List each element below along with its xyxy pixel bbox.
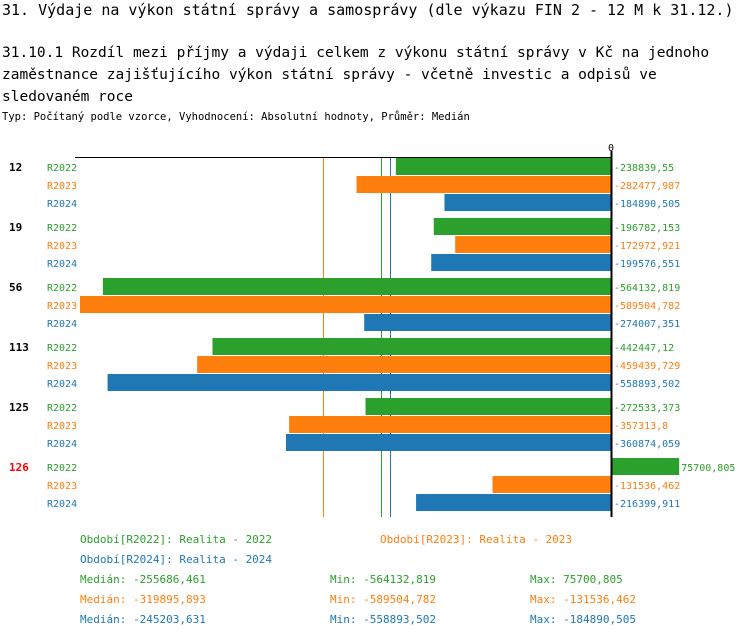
value-label: -274007,351 — [614, 319, 680, 330]
series-label: R2023 — [47, 181, 77, 192]
series-label: R2024 — [47, 499, 77, 510]
series-label: R2024 — [47, 199, 77, 210]
series-label: R2022 — [47, 403, 77, 414]
value-label: -442447,12 — [614, 343, 674, 354]
series-label: R2023 — [47, 481, 77, 492]
chart-subtitle: 31.10.1 Rozdíl mezi příjmy a výdaji celk… — [2, 45, 710, 105]
bar-r2023 — [80, 296, 611, 313]
stat-median-r2022: Medián: -255686,461 — [80, 573, 206, 586]
bar-r2024 — [364, 314, 611, 331]
chart-type-line: Typ: Počítaný podle vzorce, Vyhodnocení:… — [2, 111, 470, 123]
bar-r2024 — [431, 254, 611, 271]
value-label: -282477,987 — [614, 181, 680, 192]
series-label: R2022 — [47, 463, 77, 474]
value-label: -459439,729 — [614, 361, 680, 372]
series-label: R2022 — [47, 343, 77, 354]
legend-period-r2023: Období[R2023]: Realita - 2023 — [380, 533, 573, 546]
stat-min-r2024: Min: -558893,502 — [330, 613, 436, 626]
value-label: -216399,911 — [614, 499, 680, 510]
bar-r2022 — [365, 398, 611, 415]
category-label: 125 — [9, 401, 29, 414]
stat-max-r2022: Max: 75700,805 — [530, 573, 623, 586]
bar-r2022 — [433, 218, 611, 235]
bar-r2023 — [492, 476, 611, 493]
category-label: 56 — [9, 281, 23, 294]
series-label: R2023 — [47, 421, 77, 432]
bar-r2022 — [102, 278, 612, 295]
stat-median-r2024: Medián: -245203,631 — [80, 613, 206, 626]
zero-tick-label: 0 — [608, 143, 614, 154]
series-label: R2024 — [47, 379, 77, 390]
value-label: -558893,502 — [614, 379, 680, 390]
category-label: 19 — [9, 221, 22, 234]
bar-r2022 — [395, 158, 611, 175]
bar-r2024 — [107, 374, 611, 391]
series-label: R2024 — [47, 319, 77, 330]
bar-r2023 — [356, 176, 611, 193]
value-label: -199576,551 — [614, 259, 680, 270]
series-label: R2024 — [47, 439, 77, 450]
series-label: R2022 — [47, 163, 77, 174]
value-label: -196782,153 — [614, 223, 680, 234]
category-label: 113 — [9, 341, 29, 354]
page-title: 31. Výdaje na výkon státní správy a samo… — [2, 1, 734, 19]
stat-max-r2023: Max: -131536,462 — [530, 593, 636, 606]
stat-min-r2022: Min: -564132,819 — [330, 573, 436, 586]
value-label: 75700,805 — [681, 463, 735, 474]
legend-period-r2022: Období[R2022]: Realita - 2022 — [80, 533, 273, 546]
series-label: R2022 — [47, 283, 77, 294]
value-label: -360874,059 — [614, 439, 680, 450]
series-label: R2023 — [47, 241, 77, 252]
series-label: R2024 — [47, 259, 77, 270]
value-label: -357313,8 — [614, 421, 668, 432]
category-label: 12 — [9, 161, 22, 174]
bar-r2022 — [212, 338, 611, 355]
category-label: 126 — [9, 461, 29, 474]
value-label: -564132,819 — [614, 283, 680, 294]
value-label: -184890,505 — [614, 199, 680, 210]
bar-r2024 — [285, 434, 611, 451]
series-label: R2023 — [47, 361, 77, 372]
bar-r2023 — [197, 356, 611, 373]
bar-r2024 — [416, 494, 611, 511]
legend-period-r2024: Období[R2024]: Realita - 2024 — [80, 553, 273, 566]
stat-median-r2023: Medián: -319895,893 — [80, 593, 206, 606]
series-label: R2022 — [47, 223, 77, 234]
value-label: -272533,373 — [614, 403, 680, 414]
stat-min-r2023: Min: -589504,782 — [330, 593, 436, 606]
bar-r2022 — [611, 458, 680, 475]
value-label: -238839,55 — [614, 163, 674, 174]
series-label: R2023 — [47, 301, 77, 312]
value-label: -589504,782 — [614, 301, 680, 312]
bar-r2024 — [444, 194, 611, 211]
value-label: -172972,921 — [614, 241, 680, 252]
bar-r2023 — [289, 416, 611, 433]
bar-r2023 — [455, 236, 611, 253]
value-label: -131536,462 — [614, 481, 680, 492]
stat-max-r2024: Max: -184890,505 — [530, 613, 636, 626]
